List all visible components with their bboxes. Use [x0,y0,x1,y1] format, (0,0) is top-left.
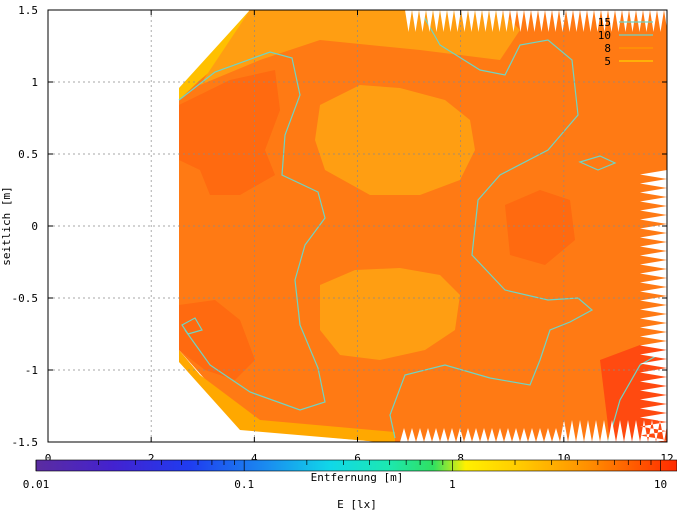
x-tick-label: 2 [148,452,155,465]
y-tick-label: -0.5 [12,292,39,305]
y-tick-label: 1 [31,76,38,89]
heatmap-region-bright-lower-left [179,300,255,380]
colorbar-label: E [lx] [337,498,377,511]
contour-line-right-loop [578,155,617,171]
legend-label: 15 [598,16,611,29]
x-tick-label: 4 [251,452,258,465]
y-tick-label: 0.5 [18,148,38,161]
x-tick-label: 6 [354,452,361,465]
colorbar-tick-label: 10 [654,478,667,491]
legend-label: 10 [598,29,611,42]
heatmap-region-bright-upper-left [179,70,280,195]
legend-label: 8 [604,42,611,55]
x-axis-label: Entfernung [m] [311,471,404,484]
heatmap-field [178,10,667,442]
heatmap-region-bright-right [505,190,575,265]
y-tick-label: -1 [25,364,38,377]
contour-line-left-loop [181,317,203,335]
colorbar-tick-label: 1 [449,478,456,491]
y-axis: 1.5 1 0.5 0 -0.5 -1 -1.5 [12,4,667,449]
y-tick-label: 0 [31,220,38,233]
contour-line-upper [178,51,326,411]
x-tick-label: 8 [457,452,464,465]
colorbar [35,459,677,472]
x-tick-label: 0 [45,452,52,465]
y-tick-label: -1.5 [12,436,39,449]
colorbar-tick-label: 0.1 [234,478,254,491]
contour-line-lower-right [607,349,667,442]
heatmap-region-dim-lower-center [320,268,460,360]
colorbar-ticks: 0.01 0.1 1 10 [23,460,667,491]
legend-label: 5 [604,55,611,68]
grid-lines [48,10,667,442]
heatmap-region-edge-lower [179,350,395,442]
colorbar-tick-label: 0.01 [23,478,50,491]
heatmap-region-dim-upper-center [315,85,475,195]
heatmap-region-dim-top-strip [200,10,520,85]
y-tick-label: 1.5 [18,4,38,17]
contour-line-right [389,10,594,439]
y-axis-label: seitlich [m] [0,186,13,265]
